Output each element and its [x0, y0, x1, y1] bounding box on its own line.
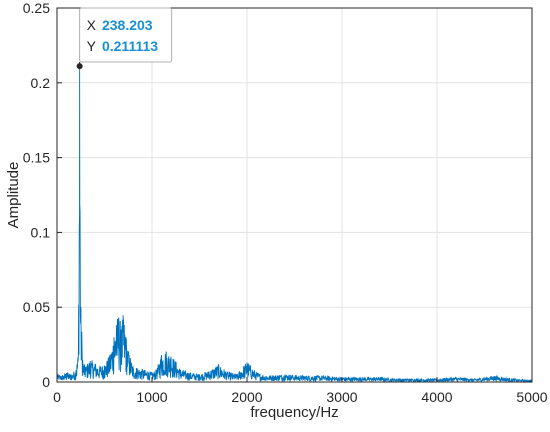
y-axis-label: Amplitude: [5, 162, 22, 229]
datatip-marker: [76, 63, 83, 70]
y-tick-label: 0.15: [23, 150, 50, 166]
x-axis-label: frequency/Hz: [250, 404, 338, 421]
y-axis: 0 0.05 0.1 0.15 0.2 0.25: [23, 0, 62, 390]
x-tick-label: 0: [53, 389, 61, 405]
y-tick-label: 0.25: [23, 0, 50, 16]
datatip-box: [79, 7, 173, 63]
datatip-x-row: X 238.203: [87, 17, 153, 33]
y-tick-label: 0.05: [23, 299, 50, 315]
y-tick-label: 0.2: [31, 75, 51, 91]
y-tick-label: 0.1: [31, 224, 51, 240]
x-tick-label: 4000: [421, 389, 452, 405]
series-line: [56, 66, 533, 384]
plot-frame: [56, 7, 533, 383]
datatip-x-label: X: [87, 17, 97, 33]
y-tick-label: 0: [42, 374, 50, 390]
datatip-y-label: Y: [87, 38, 97, 54]
x-tick-label: 2000: [231, 389, 262, 405]
datatip-y-value: 0.211113: [102, 38, 158, 54]
x-tick-label: 5000: [516, 389, 547, 405]
x-tick-label: 1000: [136, 389, 167, 405]
datatip[interactable]: X 238.203 Y 0.211113: [76, 7, 173, 70]
x-tick-label: 3000: [326, 389, 357, 405]
x-axis: 0 1000 2000 3000 4000 5000: [53, 377, 548, 405]
datatip-y-row: Y 0.211113: [87, 38, 159, 54]
grid-lines: [57, 8, 532, 382]
datatip-x-value: 238.203: [102, 17, 153, 33]
